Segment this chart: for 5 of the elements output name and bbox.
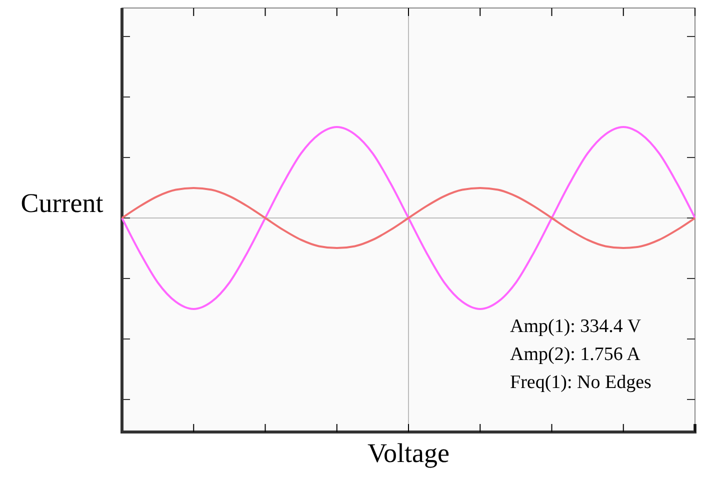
x-axis-title: Voltage	[368, 438, 450, 468]
text: Amp(2): 1.756 A	[510, 344, 641, 365]
y-axis-title: Current	[20, 188, 104, 218]
text: Freq(1): No Edges	[510, 372, 652, 393]
text: Amp(1): 334.4 V	[510, 316, 642, 337]
